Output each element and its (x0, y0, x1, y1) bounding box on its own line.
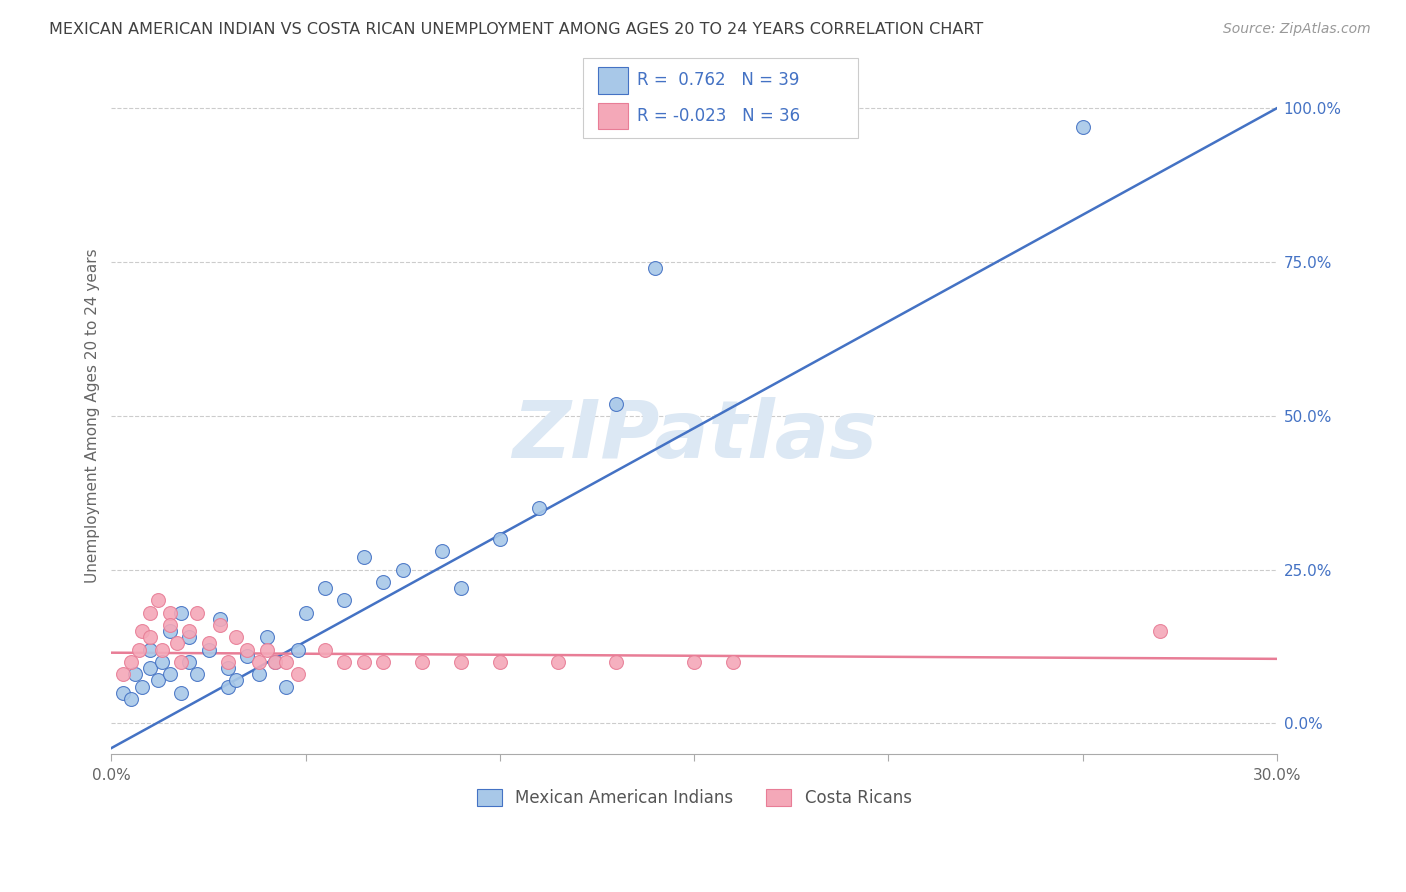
Text: ZIPatlas: ZIPatlas (512, 397, 876, 475)
Point (1071, 120, 1094, 134)
Point (287, 667, 309, 681)
Point (177, 655, 200, 669)
Point (197, 636, 219, 650)
Text: R = -0.023   N = 36: R = -0.023 N = 36 (637, 107, 800, 125)
Point (547, 655, 569, 669)
Point (236, 642, 259, 657)
Point (120, 655, 142, 669)
Point (139, 661, 162, 675)
Point (170, 606, 193, 620)
Text: R =  0.762   N = 39: R = 0.762 N = 39 (637, 71, 799, 89)
Point (209, 612, 232, 626)
Text: MEXICAN AMERICAN INDIAN VS COSTA RICAN UNEMPLOYMENT AMONG AGES 20 TO 24 YEARS CO: MEXICAN AMERICAN INDIAN VS COSTA RICAN U… (49, 22, 983, 37)
Point (112, 686, 135, 700)
Point (159, 618, 181, 632)
Point (391, 563, 413, 577)
Point (139, 630, 162, 644)
Point (373, 655, 395, 669)
Point (159, 667, 181, 681)
Point (166, 636, 188, 650)
Point (256, 642, 278, 657)
Point (186, 606, 208, 620)
Point (217, 661, 239, 675)
Point (489, 655, 512, 669)
Point (430, 544, 453, 558)
Point (159, 624, 181, 639)
Point (294, 606, 316, 620)
Point (177, 630, 200, 644)
Point (217, 655, 239, 669)
Point (353, 550, 375, 565)
Point (131, 624, 153, 639)
Point (605, 396, 627, 410)
Point (333, 593, 356, 607)
Point (644, 261, 666, 276)
Point (146, 593, 169, 607)
Point (120, 691, 142, 706)
Point (131, 680, 153, 694)
Text: Source: ZipAtlas.com: Source: ZipAtlas.com (1223, 22, 1371, 37)
Point (721, 655, 744, 669)
Point (287, 642, 309, 657)
Point (150, 642, 173, 657)
Point (146, 673, 169, 688)
Point (489, 532, 512, 546)
Point (276, 655, 298, 669)
Point (247, 667, 270, 681)
Point (139, 606, 162, 620)
Point (314, 581, 336, 595)
Point (225, 673, 247, 688)
Point (128, 642, 150, 657)
Point (236, 648, 259, 663)
Point (170, 686, 193, 700)
Point (263, 655, 285, 669)
Point (527, 501, 550, 516)
Point (450, 655, 472, 669)
Point (411, 655, 433, 669)
Point (333, 655, 356, 669)
Point (217, 680, 239, 694)
Point (314, 642, 336, 657)
Y-axis label: Unemployment Among Ages 20 to 24 years: Unemployment Among Ages 20 to 24 years (86, 249, 100, 583)
Point (263, 655, 285, 669)
Point (112, 667, 135, 681)
Point (247, 655, 270, 669)
Point (256, 630, 278, 644)
Point (1149, 624, 1171, 639)
Point (139, 642, 162, 657)
Point (353, 655, 375, 669)
Point (177, 624, 200, 639)
Point (450, 581, 472, 595)
Point (276, 680, 298, 694)
Point (170, 655, 193, 669)
Point (683, 655, 706, 669)
Point (150, 655, 173, 669)
Point (159, 606, 181, 620)
Legend: Mexican American Indians, Costa Ricans: Mexican American Indians, Costa Ricans (470, 782, 918, 814)
Point (209, 618, 232, 632)
Point (186, 667, 208, 681)
Point (124, 667, 146, 681)
Point (225, 630, 247, 644)
Point (197, 642, 219, 657)
Point (373, 574, 395, 589)
Point (605, 655, 627, 669)
